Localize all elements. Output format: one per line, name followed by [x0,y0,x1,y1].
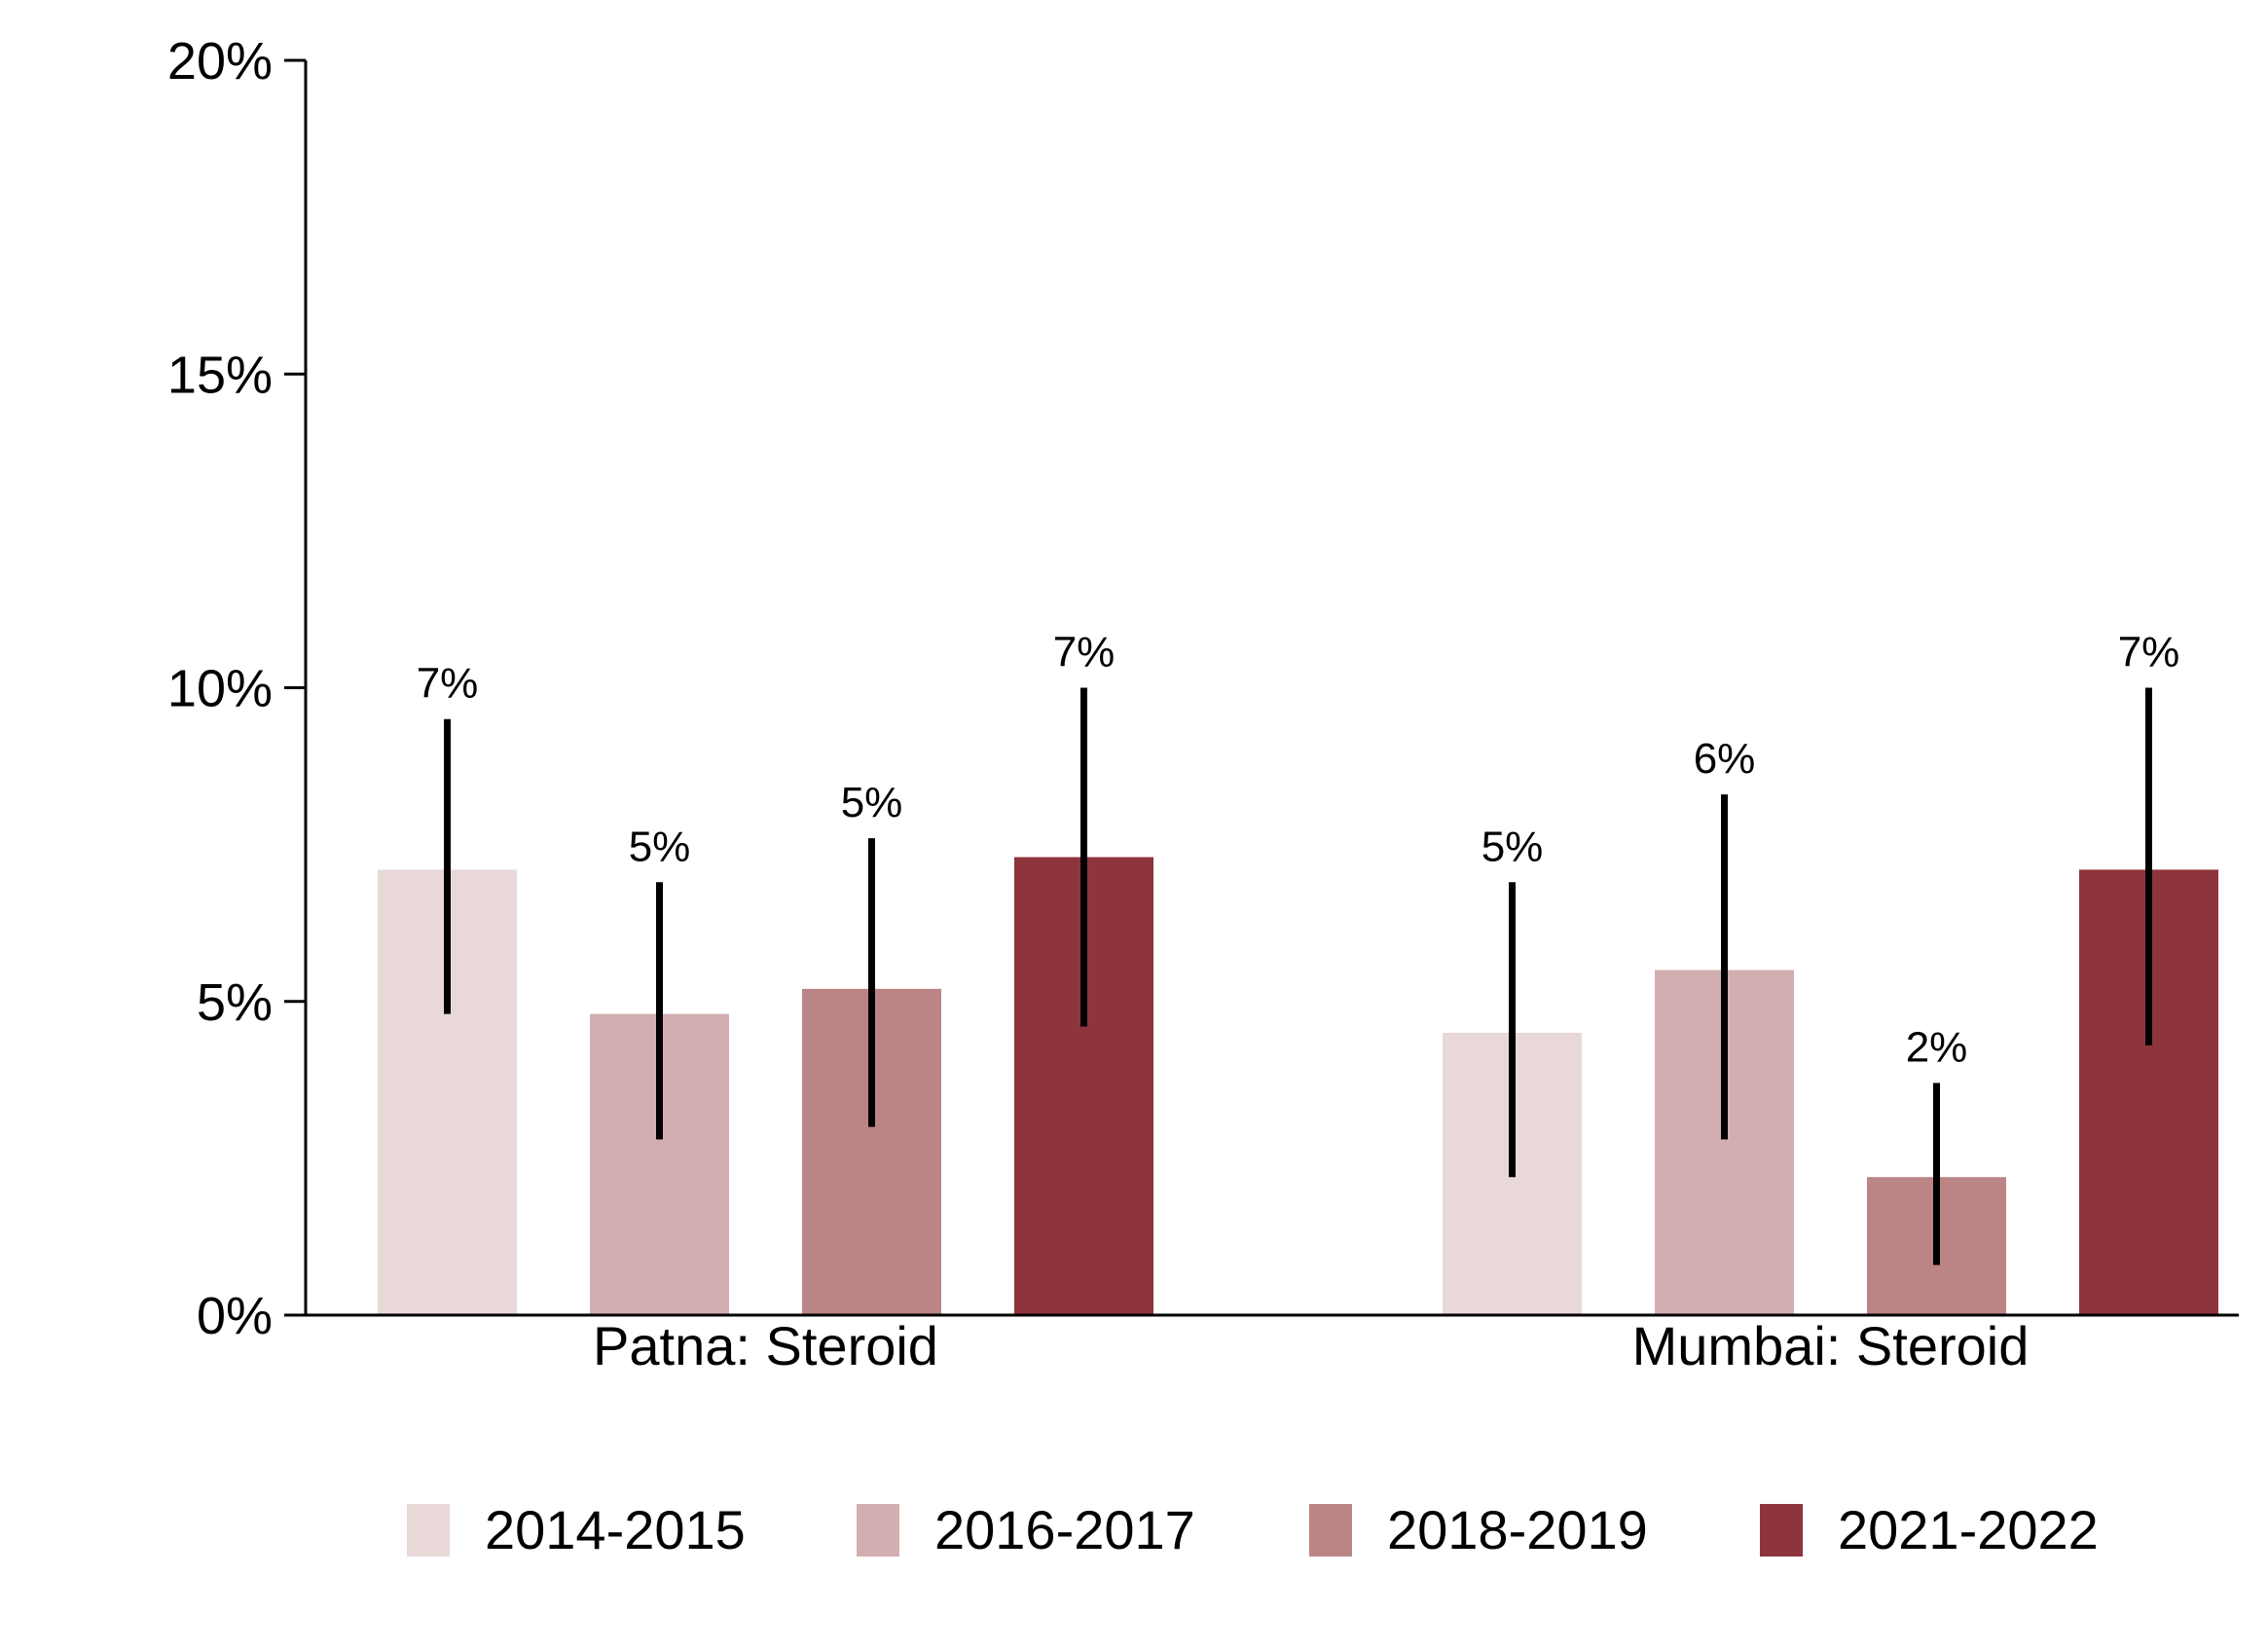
legend-swatch [407,1504,450,1557]
legend-swatch [857,1504,899,1557]
y-axis: 0% 5% 10% 15% 20% [167,32,308,1345]
y-tick-label: 10% [167,660,273,718]
bars [378,857,2218,1315]
y-tick-label: 15% [167,346,273,404]
data-labels: 7% 5% 5% 6% 5% 2% 7% 7% [417,629,2180,1072]
legend: 2014-2015 2016-2017 2018-2019 2021-2022 [407,1499,2099,1560]
error-bars [444,687,2152,1265]
data-label: 5% [841,779,903,826]
data-label: 7% [417,660,479,708]
y-tick-label: 0% [197,1287,273,1345]
data-label: 5% [1482,823,1544,870]
legend-label: 2016-2017 [934,1499,1195,1560]
data-label: 7% [1053,629,1116,677]
category-label: Mumbai: Steroid [1632,1315,2030,1376]
data-label: 2% [1906,1024,1968,1072]
data-label: 7% [2118,629,2180,677]
y-tick-label: 20% [167,32,273,91]
x-axis: Patna: Steroid Mumbai: Steroid [306,1313,2239,1376]
legend-label: 2018-2019 [1387,1499,1648,1560]
legend-label: 2014-2015 [485,1499,746,1560]
data-label: 5% [629,823,691,870]
y-tick-label: 5% [197,973,273,1032]
data-label: 6% [1694,735,1756,783]
legend-label: 2021-2022 [1838,1499,2099,1560]
legend-swatch [1309,1504,1352,1557]
category-label: Patna: Steroid [593,1315,938,1376]
legend-swatch [1760,1504,1803,1557]
